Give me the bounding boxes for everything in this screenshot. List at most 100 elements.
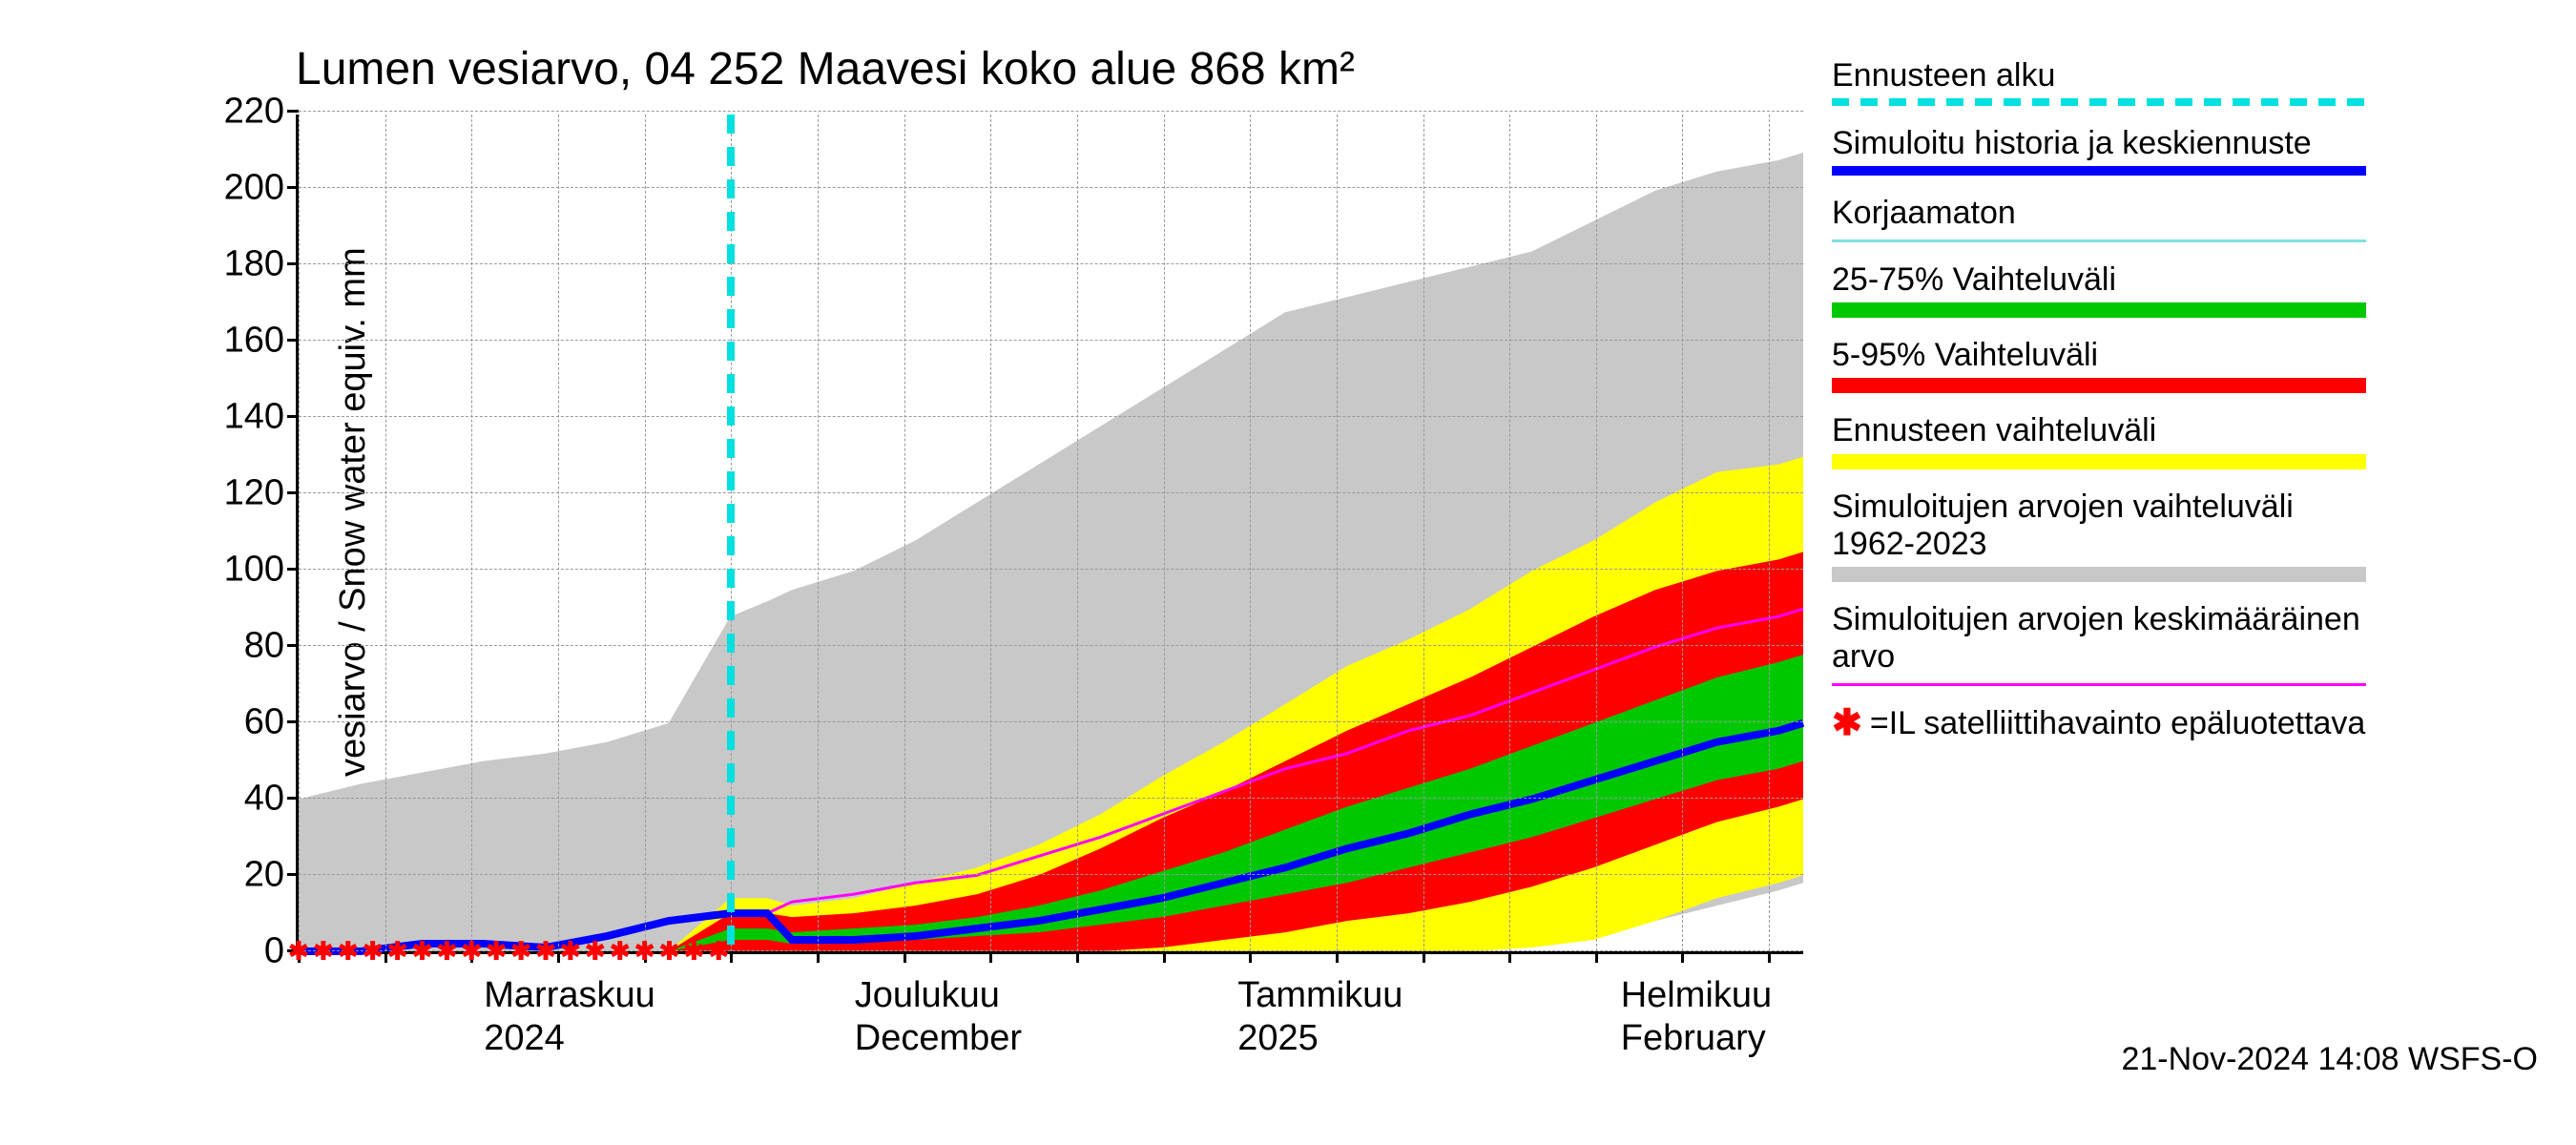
x-month-label: Tammikuu bbox=[1237, 975, 1402, 1016]
x-tick bbox=[730, 951, 733, 963]
legend-item-full: Ennusteen vaihteluväli bbox=[1832, 412, 2366, 468]
obs-marker-icon: ✱ bbox=[708, 937, 729, 967]
y-tick bbox=[287, 262, 299, 265]
legend-swatch bbox=[1832, 454, 2366, 469]
grid-v bbox=[1250, 114, 1251, 951]
legend-label: Korjaamaton bbox=[1832, 195, 2366, 232]
legend-swatch bbox=[1832, 98, 2366, 106]
grid-v bbox=[1077, 114, 1078, 951]
chart-title: Lumen vesiarvo, 04 252 Maavesi koko alue… bbox=[296, 43, 1355, 95]
grid-h bbox=[299, 874, 1803, 875]
legend-label: =IL satelliittihavainto epäluotettava bbox=[1870, 705, 2365, 742]
obs-marker-icon: ✱ bbox=[610, 937, 631, 967]
x-month-sublabel: 2024 bbox=[484, 1018, 565, 1059]
obs-marker-icon: ✱ bbox=[535, 937, 556, 967]
chart-container: Lumen vesiarvo / Snow water equiv. mm Lu… bbox=[0, 0, 2576, 1145]
grid-v bbox=[558, 114, 559, 951]
legend: Ennusteen alku Simuloitu historia ja kesk… bbox=[1832, 57, 2366, 761]
x-tick bbox=[1768, 951, 1771, 963]
legend-swatch bbox=[1832, 239, 2366, 242]
plot-area: 020406080100120140160180200220Marraskuu2… bbox=[296, 114, 1803, 954]
grid-v bbox=[1509, 114, 1510, 951]
legend-item-p25_75: 25-75% Vaihteluväli bbox=[1832, 261, 2366, 318]
x-month-sublabel: February bbox=[1621, 1018, 1766, 1059]
legend-item-simulated: Simuloitu historia ja keskiennuste bbox=[1832, 125, 2366, 176]
x-tick bbox=[1336, 951, 1339, 963]
y-tick-label: 60 bbox=[170, 702, 284, 743]
obs-marker-icon: ✱ bbox=[659, 937, 680, 967]
x-tick bbox=[989, 951, 992, 963]
x-month-sublabel: December bbox=[855, 1018, 1022, 1059]
x-month-label: Helmikuu bbox=[1621, 975, 1772, 1016]
y-tick-label: 140 bbox=[170, 397, 284, 438]
chart-svg bbox=[299, 114, 1803, 951]
asterisk-icon: ✱ bbox=[1832, 705, 1862, 741]
legend-item-uncorrected: Korjaamaton bbox=[1832, 195, 2366, 242]
y-tick bbox=[287, 110, 299, 113]
grid-h bbox=[299, 645, 1803, 646]
forecast-start-line bbox=[727, 114, 735, 951]
obs-marker-icon: ✱ bbox=[510, 937, 531, 967]
obs-marker-icon: ✱ bbox=[486, 937, 507, 967]
x-tick bbox=[1595, 951, 1598, 963]
legend-swatch bbox=[1832, 166, 2366, 176]
y-tick bbox=[287, 797, 299, 800]
x-tick bbox=[1681, 951, 1684, 963]
legend-label: Simuloitujen arvojen keskimääräinen arvo bbox=[1832, 601, 2366, 676]
grid-v bbox=[818, 114, 819, 951]
y-tick-label: 0 bbox=[170, 931, 284, 972]
x-tick bbox=[1508, 951, 1511, 963]
y-tick-label: 120 bbox=[170, 473, 284, 514]
legend-item-p5_95: 5-95% Vaihteluväli bbox=[1832, 337, 2366, 393]
obs-marker-icon: ✱ bbox=[634, 937, 655, 967]
legend-swatch bbox=[1832, 302, 2366, 318]
legend-label: Simuloitu historia ja keskiennuste bbox=[1832, 125, 2366, 162]
y-tick-label: 80 bbox=[170, 626, 284, 667]
x-month-label: Joulukuu bbox=[855, 975, 1000, 1016]
grid-h bbox=[299, 263, 1803, 264]
obs-marker-icon: ✱ bbox=[437, 937, 458, 967]
grid-v bbox=[471, 114, 472, 951]
legend-item-historical: Simuloitujen arvojen vaihteluväli 1962-2… bbox=[1832, 489, 2366, 582]
y-tick-label: 160 bbox=[170, 321, 284, 362]
grid-v bbox=[990, 114, 991, 951]
legend-swatch bbox=[1832, 567, 2366, 582]
grid-v bbox=[645, 114, 646, 951]
grid-h bbox=[299, 111, 1803, 112]
y-tick bbox=[287, 415, 299, 418]
grid-h bbox=[299, 340, 1803, 341]
y-tick bbox=[287, 491, 299, 494]
grid-v bbox=[1596, 114, 1597, 951]
y-tick-label: 40 bbox=[170, 779, 284, 820]
grid-v bbox=[1164, 114, 1165, 951]
legend-item-avg: Simuloitujen arvojen keskimääräinen arvo bbox=[1832, 601, 2366, 686]
x-month-sublabel: 2025 bbox=[1237, 1018, 1319, 1059]
obs-marker-icon: ✱ bbox=[288, 937, 309, 967]
y-tick-label: 20 bbox=[170, 855, 284, 896]
y-tick bbox=[287, 644, 299, 647]
grid-v bbox=[385, 114, 386, 951]
grid-h bbox=[299, 492, 1803, 493]
grid-h bbox=[299, 721, 1803, 722]
grid-v bbox=[1682, 114, 1683, 951]
x-tick bbox=[1163, 951, 1166, 963]
obs-marker-icon: ✱ bbox=[387, 937, 408, 967]
grid-v bbox=[904, 114, 905, 951]
y-tick bbox=[287, 720, 299, 723]
y-tick-label: 180 bbox=[170, 244, 284, 285]
grid-v bbox=[1423, 114, 1424, 951]
grid-v bbox=[1769, 114, 1770, 951]
legend-swatch bbox=[1832, 378, 2366, 393]
obs-marker-icon: ✱ bbox=[461, 937, 482, 967]
legend-label: Ennusteen alku bbox=[1832, 57, 2366, 94]
grid-h bbox=[299, 569, 1803, 570]
obs-marker-icon: ✱ bbox=[560, 937, 581, 967]
y-tick bbox=[287, 873, 299, 876]
x-tick bbox=[1249, 951, 1252, 963]
x-tick bbox=[1076, 951, 1079, 963]
obs-marker-icon: ✱ bbox=[363, 937, 384, 967]
legend-label: Simuloitujen arvojen vaihteluväli 1962-2… bbox=[1832, 489, 2366, 563]
x-month-label: Marraskuu bbox=[484, 975, 655, 1016]
legend-item-forecast_start: Ennusteen alku bbox=[1832, 57, 2366, 106]
obs-marker-icon: ✱ bbox=[585, 937, 606, 967]
